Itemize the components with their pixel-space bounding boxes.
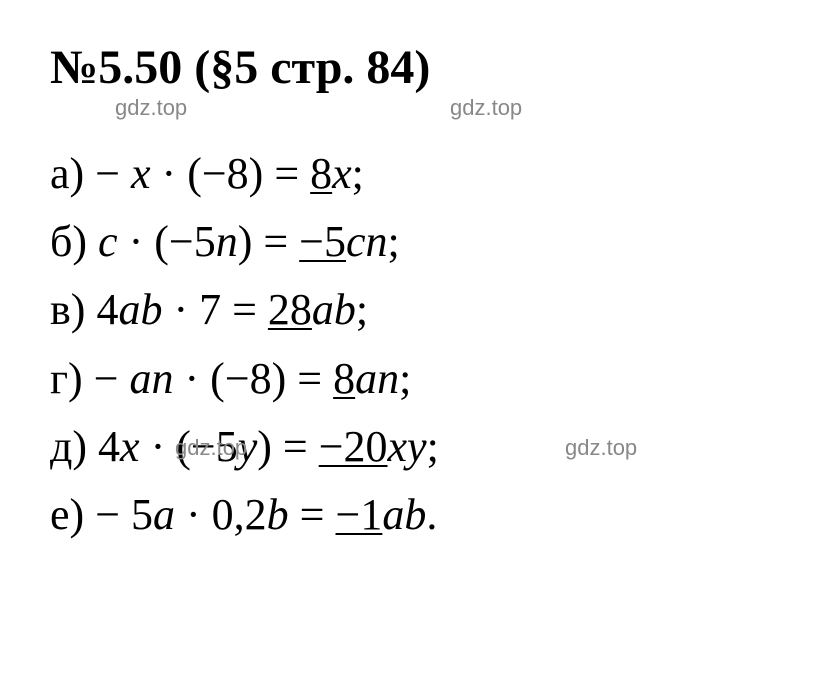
answer-num: −20 (319, 422, 388, 471)
problem-c: в) 4ab · 7 = 28ab; (50, 276, 785, 344)
lhs-var: x (131, 149, 162, 198)
answer-num: 8 (333, 354, 355, 403)
lhs-op: · (−8) = (185, 354, 334, 403)
line-end: ; (427, 422, 439, 471)
answer-num: 8 (310, 149, 332, 198)
watermark: gdz.top (175, 435, 247, 461)
line-end: . (426, 490, 437, 539)
lhs-num: 4 (98, 422, 120, 471)
lhs-var: an (130, 354, 185, 403)
answer-num: −1 (336, 490, 383, 539)
problem-e: д) 4x · (−5y) = −20xy; (50, 413, 785, 481)
problem-label: в) (50, 285, 96, 334)
problem-d: г) − an · (−8) = 8an; (50, 345, 785, 413)
answer-var: an (355, 354, 399, 403)
lhs-prefix: − (95, 149, 131, 198)
line-end: ; (388, 217, 400, 266)
lhs-var: n (216, 217, 238, 266)
lhs-eq: = (300, 490, 336, 539)
problem-b: б) c · (−5n) = −5cn; (50, 208, 785, 276)
lhs-prefix: − 5 (95, 490, 153, 539)
problem-label: а) (50, 149, 95, 198)
answer-num: 28 (268, 285, 312, 334)
watermark: gdz.top (115, 95, 187, 121)
lhs-var: b (267, 490, 300, 539)
lhs-num: 4 (96, 285, 118, 334)
lhs-var: c (98, 217, 129, 266)
problem-a: а) − x · (−8) = 8x; (50, 140, 785, 208)
problem-f: е) − 5a · 0,2b = −1ab. (50, 481, 785, 549)
line-end: ; (399, 354, 411, 403)
lhs-var: a (153, 490, 186, 539)
line-end: ; (356, 285, 368, 334)
lhs-var: x (120, 422, 151, 471)
lhs-prefix: − (94, 354, 130, 403)
answer-var: ab (382, 490, 426, 539)
line-end: ; (352, 149, 364, 198)
problem-label: г) (50, 354, 94, 403)
problem-label: е) (50, 490, 95, 539)
lhs-op: · 0,2 (186, 490, 267, 539)
answer-var: ab (312, 285, 356, 334)
problem-title: №5.50 (§5 стр. 84) (50, 40, 785, 95)
answer-num: −5 (299, 217, 346, 266)
lhs-op: · (−5 (129, 217, 216, 266)
watermark: gdz.top (450, 95, 522, 121)
lhs-op: · (−8) = (162, 149, 311, 198)
watermark: gdz.top (565, 435, 637, 461)
lhs-op: ) = (238, 217, 299, 266)
lhs-op: ) = (257, 422, 318, 471)
problem-label: б) (50, 217, 98, 266)
problem-label: д) (50, 422, 98, 471)
answer-var: xy (388, 422, 427, 471)
answer-var: x (332, 149, 352, 198)
answer-var: cn (346, 217, 388, 266)
problems-list: а) − x · (−8) = 8x; б) c · (−5n) = −5cn;… (50, 140, 785, 549)
lhs-op: · 7 = (173, 285, 267, 334)
lhs-var: ab (118, 285, 173, 334)
